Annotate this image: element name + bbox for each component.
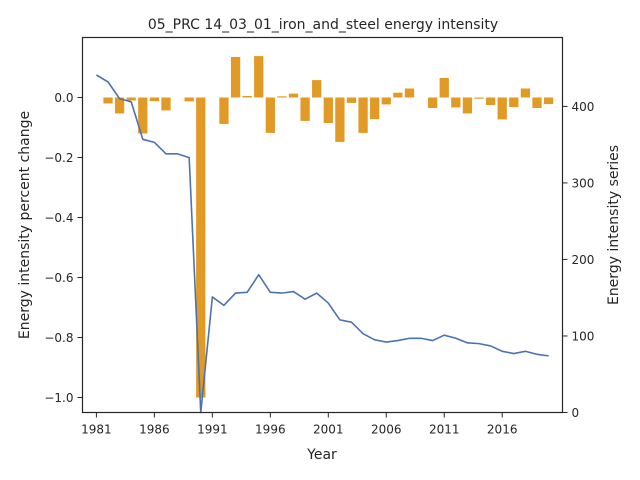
line-group (96, 74, 549, 414)
x-tick-label: 2016 (487, 423, 518, 437)
bar-2011 (439, 78, 449, 98)
plot-frame (81, 36, 564, 414)
bar-2015 (485, 97, 496, 105)
y-left-tick-label: −0.2 (44, 151, 73, 165)
y-left-tick-label: −0.8 (44, 331, 73, 345)
bar-1990 (196, 97, 206, 398)
x-tick-label: 2006 (371, 423, 402, 437)
y-left-tick-label: −1.0 (44, 391, 73, 405)
y-axis-right: 0 100 200 300 400 (562, 100, 595, 420)
y-right-tick-label: 0 (572, 406, 580, 420)
bar-1987 (161, 97, 171, 111)
bar-2005 (370, 97, 380, 120)
bar-2007 (393, 92, 403, 98)
bar-1984 (126, 97, 136, 101)
y-axis-left-label: Energy intensity percent change (17, 111, 33, 339)
bar-2001 (323, 97, 333, 123)
bar-2013 (462, 97, 473, 114)
bar-1985 (138, 97, 148, 134)
bar-2004 (358, 97, 368, 133)
bar-1996 (265, 97, 275, 133)
bar-2002 (335, 97, 345, 142)
bar-1983 (114, 97, 125, 114)
x-tick-label: 2011 (429, 423, 460, 437)
x-axis: 1981 1986 1991 1996 2001 2006 2011 2016 (81, 412, 518, 437)
bar-1994 (242, 96, 252, 98)
y-axis-right-label: Energy intensity series (606, 145, 622, 305)
y-left-tick-label: −0.4 (44, 211, 73, 225)
chart-title: 05_PRC 14_03_01_iron_and_steel energy in… (148, 17, 498, 33)
bar-1995 (254, 56, 264, 98)
bar-1986 (149, 97, 160, 102)
x-axis-label: Year (306, 447, 337, 463)
y-right-tick-label: 400 (572, 100, 595, 114)
bar-2017 (509, 97, 519, 108)
bar-1999 (300, 97, 310, 121)
bar-1997 (277, 96, 287, 98)
bar-2006 (381, 97, 391, 105)
bar-2000 (312, 80, 322, 98)
bar-2020 (543, 97, 554, 105)
x-tick-label: 1981 (81, 423, 112, 437)
bar-1998 (288, 93, 299, 98)
bar-1992 (219, 97, 229, 124)
bar-2003 (346, 97, 357, 103)
bar-1993 (230, 57, 241, 98)
y-right-tick-label: 100 (572, 329, 595, 343)
bar-2008 (404, 88, 415, 98)
bar-2019 (532, 97, 542, 108)
x-tick-label: 1996 (255, 423, 286, 437)
bars-group (103, 56, 554, 398)
bar-2018 (520, 88, 531, 98)
bar-1982 (103, 97, 113, 104)
x-tick-label: 1986 (139, 423, 170, 437)
y-right-tick-label: 300 (572, 176, 595, 190)
x-tick-label: 1991 (197, 423, 228, 437)
y-right-tick-label: 200 (572, 253, 595, 267)
bar-2016 (497, 97, 507, 120)
y-left-tick-label: 0.0 (54, 91, 73, 105)
bar-1989 (184, 97, 194, 102)
bar-2010 (428, 97, 438, 108)
bar-2014 (474, 97, 484, 99)
x-tick-label: 2001 (313, 423, 344, 437)
line-series-0 (96, 74, 549, 414)
bar-2012 (451, 97, 461, 108)
y-left-tick-label: −0.6 (44, 271, 73, 285)
y-axis-left: 0.0 −0.2 −0.4 −0.6 −0.8 −1.0 (44, 91, 83, 405)
